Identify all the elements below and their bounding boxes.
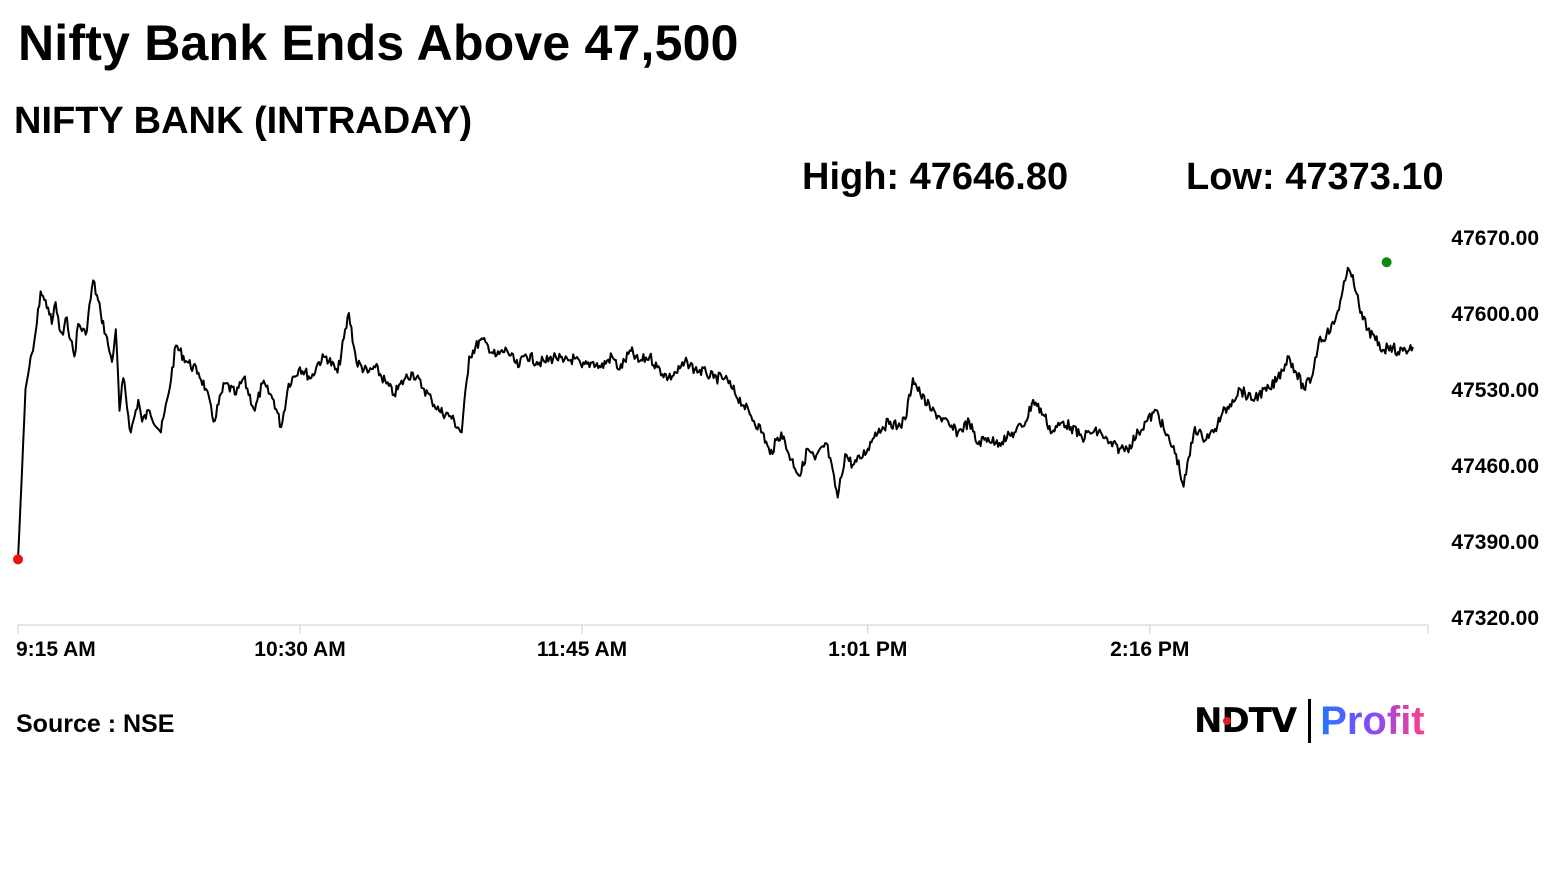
day-high-marker xyxy=(1381,257,1392,268)
chart-title: NIFTY BANK (INTRADAY) xyxy=(14,100,473,142)
chart-series xyxy=(17,266,1414,560)
percent-change-value: 0.94% xyxy=(1367,0,1418,4)
last-price-callout: 47568.65↑0.94% xyxy=(1346,0,1438,46)
intraday-line-chart: 9:15 AM 10:30 AM 11:45 AM 1:01 PM 2:16 PM 473… xyxy=(13,0,1539,661)
y-tick-label: 47460.00 xyxy=(1451,455,1539,478)
day-low-stat: Low: 47373.10 xyxy=(1186,156,1444,198)
logo-ndtv-wordmark: NDTV xyxy=(1194,701,1297,741)
x-tick-label: 9:15 AM xyxy=(16,638,96,661)
y-tick-label: 47390.00 xyxy=(1451,531,1539,554)
x-tick-label: 1:01 PM xyxy=(828,638,907,661)
last-price-value: 47568.65 xyxy=(1354,0,1429,4)
change-up-arrow-icon: ↑ xyxy=(1351,0,1366,5)
x-tick-label: 2:16 PM xyxy=(1110,638,1189,661)
callout-background xyxy=(1346,0,1438,46)
y-tick-label: 47600.00 xyxy=(1451,303,1539,326)
price-series-line xyxy=(17,266,1414,560)
day-high-stat: High: 47646.80 xyxy=(802,156,1069,198)
day-low-marker xyxy=(13,554,23,565)
logo-red-dot xyxy=(1223,717,1231,725)
logo-separator xyxy=(1308,699,1312,743)
y-tick-label: 47320.00 xyxy=(1451,607,1539,630)
ndtv-profit-logo: NDTV Profit xyxy=(1194,698,1425,744)
x-tick-label: 11:45 AM xyxy=(537,638,627,661)
chart-axes: 9:15 AM 10:30 AM 11:45 AM 1:01 PM 2:16 PM 473… xyxy=(16,227,1539,661)
chart-headline: Nifty Bank Ends Above 47,500 xyxy=(18,15,739,71)
source-note: Source : NSE xyxy=(16,710,175,738)
y-tick-label: 47530.00 xyxy=(1451,379,1539,402)
x-tick-label: 10:30 AM xyxy=(254,638,345,661)
logo-profit-wordmark: Profit xyxy=(1320,698,1425,743)
chart-markers xyxy=(13,0,1433,565)
y-tick-label: 47670.00 xyxy=(1451,227,1539,250)
